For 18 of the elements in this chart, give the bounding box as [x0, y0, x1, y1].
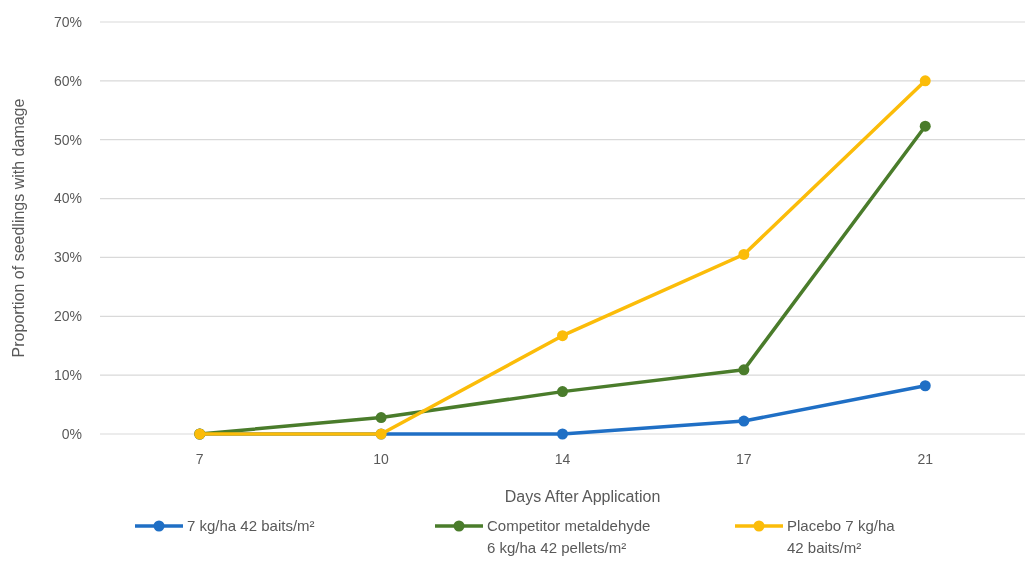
legend-label: Competitor metaldehyde 6 kg/ha 42 pellets/m²	[487, 517, 651, 556]
y-tick-label: 30%	[53, 249, 82, 266]
y-tick-label: 50%	[53, 131, 82, 148]
legend-label: 7 kg/ha 42 baits/m²	[187, 517, 315, 534]
y-tick-label: 40%	[53, 190, 82, 207]
x-tick-label: 14	[554, 451, 571, 467]
y-tick-label: 0%	[61, 425, 82, 442]
x-axis-title: Days After Application	[504, 488, 661, 505]
y-tick-label: 20%	[53, 308, 82, 325]
x-tick-label: 21	[917, 451, 934, 467]
legend-label: Placebo 7 kg/ha 42 baits/m²	[787, 517, 896, 556]
y-tick-label: 10%	[53, 367, 82, 384]
x-tick-label: 10	[373, 451, 390, 467]
y-axis-title: Proportion of seedlings with damage	[10, 98, 27, 358]
x-tick-label: 7	[195, 451, 204, 467]
y-tick-label: 60%	[53, 72, 82, 89]
y-tick-label: 70%	[53, 13, 82, 30]
x-tick-label: 17	[736, 451, 752, 467]
